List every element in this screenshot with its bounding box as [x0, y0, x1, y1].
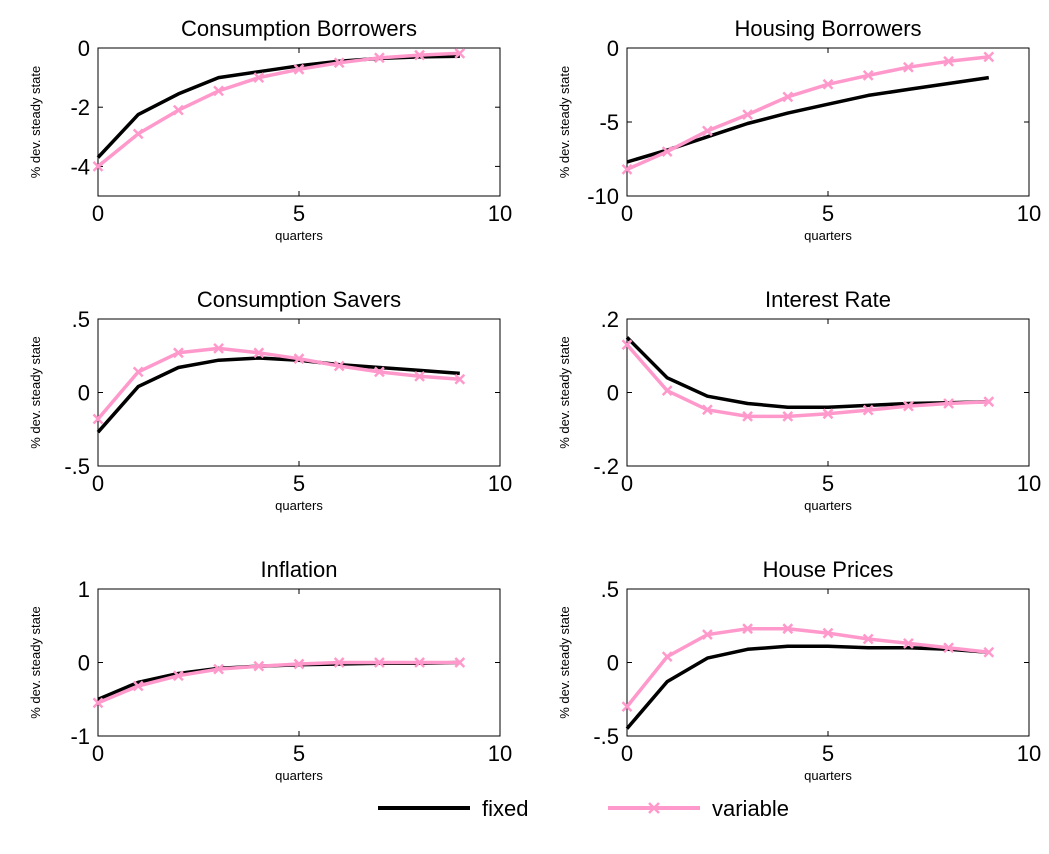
- x-tick-label: 5: [822, 201, 834, 226]
- panel-interest-rate: Interest Rate0 5 10-.20.2quarters% dev. st…: [557, 287, 1041, 513]
- y-tick-label: -.5: [64, 454, 90, 479]
- x-axis-label: quarters: [804, 228, 852, 243]
- panel-title: Housing Borrowers: [734, 16, 921, 41]
- y-axis-label: % dev. steady state: [28, 606, 43, 719]
- series-line-variable: [98, 663, 460, 703]
- y-tick-label: 0: [607, 651, 619, 676]
- y-tick-label: -2: [70, 95, 90, 120]
- x-axis-label: quarters: [275, 498, 323, 513]
- x-tick-label: 0: [92, 741, 104, 766]
- panel-title: Consumption Savers: [197, 287, 401, 312]
- x-tick-label: 10: [1017, 471, 1041, 496]
- x-tick-label: 5: [822, 741, 834, 766]
- y-tick-label: 0: [78, 36, 90, 61]
- x-tick-label: 0: [92, 471, 104, 496]
- panel-title: House Prices: [763, 557, 894, 582]
- y-tick-label: -1: [70, 724, 90, 749]
- y-tick-label: .5: [72, 307, 90, 332]
- legend-label-variable: variable: [712, 796, 789, 821]
- y-axis-label: % dev. steady state: [557, 66, 572, 179]
- x-axis-label: quarters: [275, 228, 323, 243]
- y-tick-label: -4: [70, 154, 90, 179]
- y-axis-label: % dev. steady state: [557, 606, 572, 719]
- series-line-fixed: [98, 56, 460, 157]
- x-tick-label: 10: [488, 741, 512, 766]
- x-tick-label: 5: [293, 741, 305, 766]
- y-tick-label: .2: [601, 307, 619, 332]
- series-line-variable: [627, 629, 989, 707]
- plot-frame: [627, 589, 1029, 736]
- y-tick-label: 0: [78, 651, 90, 676]
- plot-frame: [627, 48, 1029, 196]
- legend: fixed variable: [378, 796, 789, 821]
- x-axis-label: quarters: [804, 498, 852, 513]
- y-axis-label: % dev. steady state: [557, 336, 572, 449]
- x-tick-label: 0: [621, 471, 633, 496]
- x-tick-label: 5: [293, 471, 305, 496]
- y-tick-label: -.5: [593, 724, 619, 749]
- y-tick-label: 1: [78, 577, 90, 602]
- x-tick-label: 0: [621, 201, 633, 226]
- y-tick-label: 0: [607, 36, 619, 61]
- panel-title: Inflation: [260, 557, 337, 582]
- x-tick-label: 10: [1017, 741, 1041, 766]
- plot-frame: [98, 319, 500, 466]
- x-tick-label: 5: [293, 201, 305, 226]
- y-tick-label: -5: [599, 110, 619, 135]
- series-line-fixed: [98, 358, 460, 432]
- plot-frame: [627, 319, 1029, 466]
- y-axis-label: % dev. steady state: [28, 336, 43, 449]
- panel-consumption-borrowers: Consumption Borrowers 0 5 10 -4 -2 0 quarters % …: [28, 16, 512, 243]
- y-axis-label: % dev. steady state: [28, 66, 43, 179]
- y-tick-label: -.2: [593, 454, 619, 479]
- panel-title: Interest Rate: [765, 287, 891, 312]
- x-tick-label: 10: [1017, 201, 1041, 226]
- panel-house-prices: House Prices0 5 10-.50.5quarters% dev. ste…: [557, 557, 1041, 783]
- series-line-fixed: [627, 646, 989, 728]
- y-tick-label: 0: [78, 381, 90, 406]
- y-tick-label: 0: [607, 381, 619, 406]
- panel-title: Consumption Borrowers: [181, 16, 417, 41]
- panel-housing-borrowers: Housing Borrowers 0 5 10 -10 -5 0 quarters % dev…: [557, 16, 1041, 243]
- x-axis-label: quarters: [275, 768, 323, 783]
- x-tick-label: 10: [488, 471, 512, 496]
- legend-label-fixed: fixed: [482, 796, 528, 821]
- x-tick-label: 0: [621, 741, 633, 766]
- x-tick-label: 0: [92, 201, 104, 226]
- y-tick-label: -10: [587, 184, 619, 209]
- x-tick-label: 5: [822, 471, 834, 496]
- series-line-variable: [627, 57, 989, 169]
- y-tick-label: .5: [601, 577, 619, 602]
- x-tick-label: 10: [488, 201, 512, 226]
- x-axis-label: quarters: [804, 768, 852, 783]
